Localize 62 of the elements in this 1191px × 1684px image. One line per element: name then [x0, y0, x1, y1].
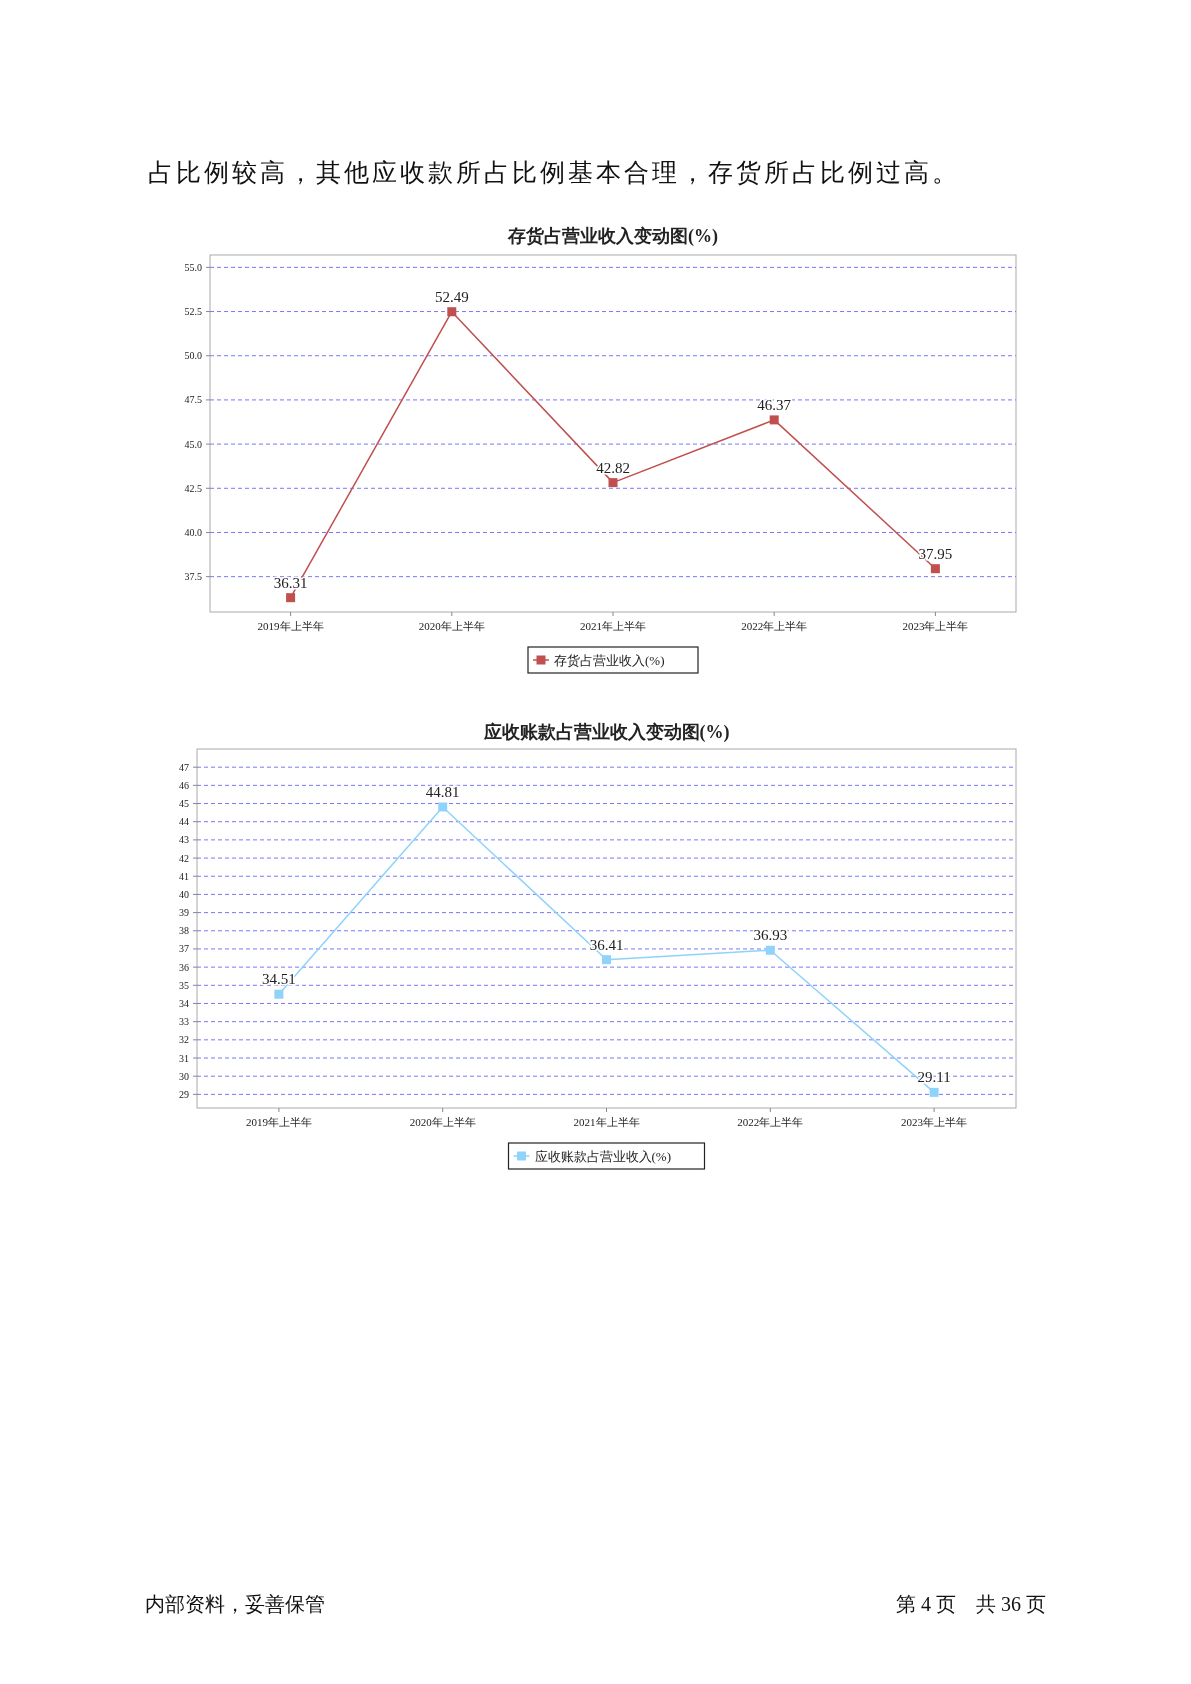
point	[447, 307, 457, 317]
point	[286, 593, 296, 603]
point	[602, 955, 611, 965]
x-tick-label: 2019年上半年	[257, 620, 324, 632]
y-tick-label: 35	[179, 979, 189, 991]
text: 占比例较高，其他应收款所占比例基本合理，存货所占比例过高。	[148, 159, 960, 186]
data-label: 36.41	[589, 936, 624, 953]
legend-label: 存货占营业收入(%)	[554, 653, 665, 668]
point	[608, 478, 618, 488]
y-tick-label: 30	[179, 1070, 189, 1082]
point	[930, 564, 940, 574]
point	[274, 989, 284, 999]
y-tick-label: 47	[179, 761, 189, 773]
point	[438, 802, 448, 812]
legend-label: 应收账款占营业收入(%)	[534, 1149, 671, 1164]
y-tick-label: 38	[179, 925, 189, 937]
point	[769, 415, 779, 425]
x-tick-label: 2022年上半年	[741, 620, 808, 632]
y-tick-label: 46	[179, 779, 189, 791]
y-tick-label: 55.0	[184, 261, 202, 273]
y-tick-label: 40	[179, 888, 189, 900]
y-tick-label: 43	[179, 834, 189, 846]
y-tick-label: 45	[179, 798, 189, 810]
y-tick-label: 32	[179, 1034, 189, 1046]
x-tick-label: 2023年上半年	[902, 620, 969, 632]
y-tick-label: 36	[179, 961, 189, 973]
y-tick-label: 34	[179, 997, 189, 1009]
data-label: 37.95	[918, 545, 953, 562]
data-label: 29.11	[917, 1069, 951, 1086]
data-label: 34.51	[262, 971, 296, 988]
y-tick-label: 33	[179, 1016, 189, 1028]
y-tick-label: 37	[179, 943, 189, 955]
data-label: 52.49	[434, 288, 469, 305]
x-tick-label: 2020年上半年	[409, 1116, 476, 1128]
x-tick-label: 2022年上半年	[737, 1116, 804, 1128]
x-tick-label: 2019年上半年	[245, 1116, 312, 1128]
y-tick-label: 50.0	[184, 350, 202, 362]
x-tick-label: 2021年上半年	[573, 1116, 640, 1128]
x-tick-label: 2023年上半年	[901, 1116, 968, 1128]
y-tick-label: 42.5	[184, 482, 202, 494]
y-tick-label: 39	[179, 907, 189, 919]
y-tick-label: 52.5	[184, 306, 202, 318]
point	[929, 1087, 939, 1097]
text: 内部资料，妥善保管	[145, 1593, 325, 1615]
point	[765, 945, 775, 955]
x-tick-label: 2020年上半年	[418, 620, 485, 632]
y-tick-label: 37.5	[184, 571, 202, 583]
y-tick-label: 47.5	[184, 394, 202, 406]
y-tick-label: 45.0	[184, 438, 202, 450]
y-tick-label: 40.0	[184, 526, 202, 538]
data-label: 36.93	[753, 927, 788, 944]
chart-title: 应收账款占营业收入变动图(%)	[482, 722, 730, 743]
chart-title: 存货占营业收入变动图(%)	[507, 226, 718, 247]
text: 第 4 页 共 36 页	[896, 1593, 1046, 1615]
y-tick-label: 31	[179, 1052, 189, 1064]
y-tick-label: 44	[179, 816, 189, 828]
y-tick-label: 42	[179, 852, 189, 864]
data-label: 44.81	[425, 783, 460, 800]
x-tick-label: 2021年上半年	[580, 620, 646, 632]
data-label: 46.37	[757, 396, 792, 413]
y-tick-label: 41	[179, 870, 189, 882]
y-tick-label: 29	[179, 1088, 189, 1100]
